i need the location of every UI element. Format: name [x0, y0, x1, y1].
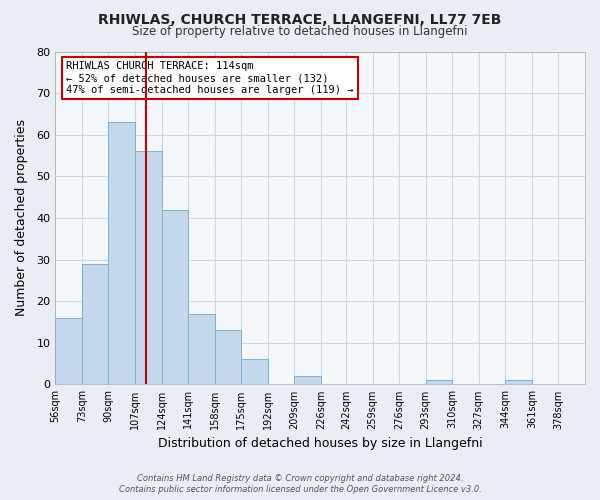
Text: Size of property relative to detached houses in Llangefni: Size of property relative to detached ho…	[132, 25, 468, 38]
Bar	[215, 330, 241, 384]
Bar	[425, 380, 452, 384]
Bar	[55, 318, 82, 384]
Bar	[161, 210, 188, 384]
Y-axis label: Number of detached properties: Number of detached properties	[15, 120, 28, 316]
Bar	[295, 376, 321, 384]
X-axis label: Distribution of detached houses by size in Llangefni: Distribution of detached houses by size …	[158, 437, 482, 450]
Text: RHIWLAS CHURCH TERRACE: 114sqm
← 52% of detached houses are smaller (132)
47% of: RHIWLAS CHURCH TERRACE: 114sqm ← 52% of …	[66, 62, 353, 94]
Bar	[241, 360, 268, 384]
Text: RHIWLAS, CHURCH TERRACE, LLANGEFNI, LL77 7EB: RHIWLAS, CHURCH TERRACE, LLANGEFNI, LL77…	[98, 12, 502, 26]
Bar	[188, 314, 215, 384]
Bar	[135, 152, 161, 384]
Bar	[82, 264, 109, 384]
Bar	[505, 380, 532, 384]
Bar	[109, 122, 135, 384]
Text: Contains HM Land Registry data © Crown copyright and database right 2024.
Contai: Contains HM Land Registry data © Crown c…	[119, 474, 481, 494]
